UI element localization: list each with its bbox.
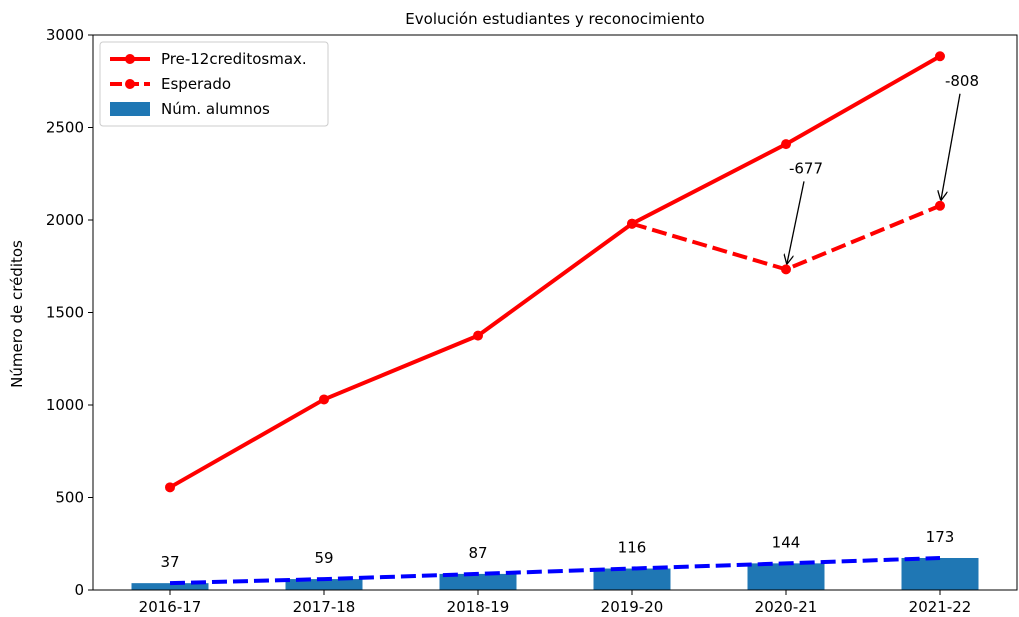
x-tick-label-2017-18: 2017-18 xyxy=(293,598,356,616)
y-tick-label-1500: 1500 xyxy=(46,304,84,322)
bar-2020-21 xyxy=(748,563,825,590)
point-pre-12creditosmax-2017-18 xyxy=(319,394,329,404)
annotation-layer: -677 -808 xyxy=(787,72,979,264)
point-pre-12creditosmax-2020-21 xyxy=(781,139,791,149)
lines-layer xyxy=(165,51,945,583)
data-label-2021-22: 173 xyxy=(926,528,955,546)
annotation-arrow-1 xyxy=(941,94,960,200)
annotation-arrow-0 xyxy=(787,181,804,263)
data-label-2019-20: 116 xyxy=(618,539,647,557)
x-tick-label-2021-22: 2021-22 xyxy=(909,598,972,616)
legend-label-pre-12creditosmax: Pre-12creditosmax. xyxy=(161,50,307,68)
y-tick-label-2500: 2500 xyxy=(46,119,84,137)
point-pre-12creditosmax-2021-22 xyxy=(935,51,945,61)
y-tick-label-2000: 2000 xyxy=(46,211,84,229)
point-esperado-2020-21 xyxy=(781,264,791,274)
line-esperado xyxy=(632,206,940,270)
data-label-2020-21: 144 xyxy=(772,533,801,551)
legend-marker-pre-12creditosmax xyxy=(125,54,135,64)
point-pre-12creditosmax-2018-19 xyxy=(473,331,483,341)
y-tick-label-3000: 3000 xyxy=(46,26,84,44)
x-tick-label-2016-17: 2016-17 xyxy=(139,598,202,616)
point-esperado-2021-22 xyxy=(935,201,945,211)
legend-label-num-alumnos: Núm. alumnos xyxy=(161,100,270,118)
y-tick-label-0: 0 xyxy=(74,581,84,599)
x-tick-label-2018-19: 2018-19 xyxy=(447,598,510,616)
legend-label-esperado: Esperado xyxy=(161,75,231,93)
annotation-label-1: -808 xyxy=(945,72,979,90)
annotation-label-0: -677 xyxy=(789,159,823,177)
bar-2019-20 xyxy=(594,569,671,590)
data-label-2017-18: 59 xyxy=(314,549,333,567)
x-tick-label-2020-21: 2020-21 xyxy=(755,598,818,616)
labels-layer: 37 59 87 116 144 173 xyxy=(160,528,954,571)
legend-marker-esperado xyxy=(125,79,135,89)
y-tick-label-500: 500 xyxy=(55,489,84,507)
bar-2021-22 xyxy=(902,558,979,590)
chart-title: Evolución estudiantes y reconocimiento xyxy=(405,10,704,28)
point-pre-12creditosmax-2016-17 xyxy=(165,482,175,492)
y-axis-label: Número de créditos xyxy=(8,240,26,388)
data-label-2018-19: 87 xyxy=(468,544,487,562)
y-tick-label-1000: 1000 xyxy=(46,396,84,414)
x-tick-label-2019-20: 2019-20 xyxy=(601,598,664,616)
legend: Pre-12creditosmax. Esperado Núm. alumnos xyxy=(100,42,328,126)
data-label-2016-17: 37 xyxy=(160,553,179,571)
point-pre-12creditosmax-2019-20 xyxy=(627,219,637,229)
legend-swatch-num-alumnos xyxy=(110,102,150,116)
